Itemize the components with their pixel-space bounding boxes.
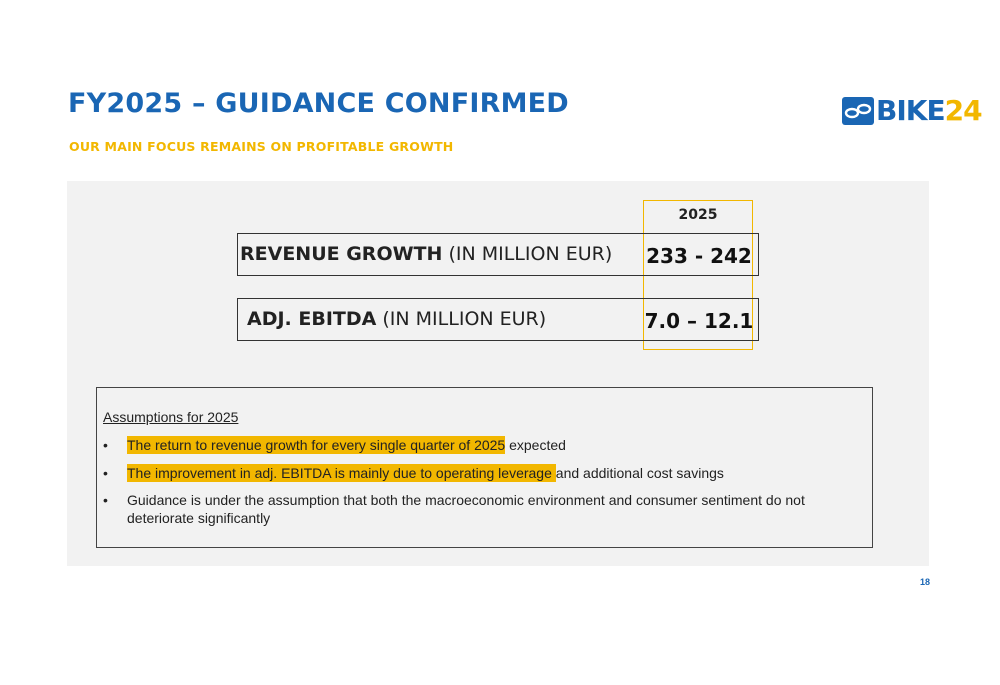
logo-wordmark: BIKE24 <box>876 94 983 127</box>
year-column-header: 2025 <box>678 207 718 223</box>
assumption-item: • The improvement in adj. EBITDA is main… <box>103 463 853 482</box>
adj-ebitda-label-bold: ADJ. EBITDA <box>247 308 377 330</box>
guidance-panel <box>67 181 929 566</box>
assumptions-heading: Assumptions for 2025 <box>103 409 239 425</box>
revenue-growth-row: REVENUE GROWTH (IN MILLION EUR) 233 - 24… <box>237 233 759 276</box>
adj-ebitda-row: ADJ. EBITDA (IN MILLION EUR) 7.0 – 12.1 <box>237 298 759 341</box>
bike24-chain-icon <box>842 97 874 125</box>
page-number: 18 <box>920 577 931 587</box>
revenue-growth-label-unit: (IN MILLION EUR) <box>442 243 613 265</box>
adj-ebitda-label: ADJ. EBITDA (IN MILLION EUR) <box>247 299 546 340</box>
assumption-text: and additional cost savings <box>555 464 724 481</box>
assumption-text: Guidance is under the assumption that bo… <box>127 492 805 526</box>
assumptions-list: • The return to revenue growth for every… <box>103 436 853 537</box>
assumption-highlight: The return to revenue growth for every s… <box>127 436 506 454</box>
assumptions-box <box>96 387 873 548</box>
assumption-text: expected <box>505 437 566 453</box>
revenue-growth-label: REVENUE GROWTH (IN MILLION EUR) <box>240 234 612 275</box>
logo-text-bike: BIKE <box>876 94 946 127</box>
assumption-highlight: The improvement in adj. EBITDA is mainly… <box>127 463 556 482</box>
assumption-item: • The return to revenue growth for every… <box>103 436 853 454</box>
bullet-icon: • <box>103 437 108 453</box>
adj-ebitda-value: 7.0 – 12.1 <box>644 309 754 333</box>
bullet-icon: • <box>103 464 108 481</box>
page-subtitle: OUR MAIN FOCUS REMAINS ON PROFITABLE GRO… <box>69 139 454 154</box>
bullet-icon: • <box>103 492 108 508</box>
adj-ebitda-label-unit: (IN MILLION EUR) <box>376 308 547 330</box>
bike24-logo: BIKE24 <box>842 94 983 128</box>
logo-text-24: 24 <box>944 94 983 127</box>
revenue-growth-value: 233 - 242 <box>646 244 752 268</box>
assumption-item: • Guidance is under the assumption that … <box>103 491 853 527</box>
revenue-growth-label-bold: REVENUE GROWTH <box>240 243 443 265</box>
page-title: FY2025 – GUIDANCE CONFIRMED <box>68 88 569 119</box>
